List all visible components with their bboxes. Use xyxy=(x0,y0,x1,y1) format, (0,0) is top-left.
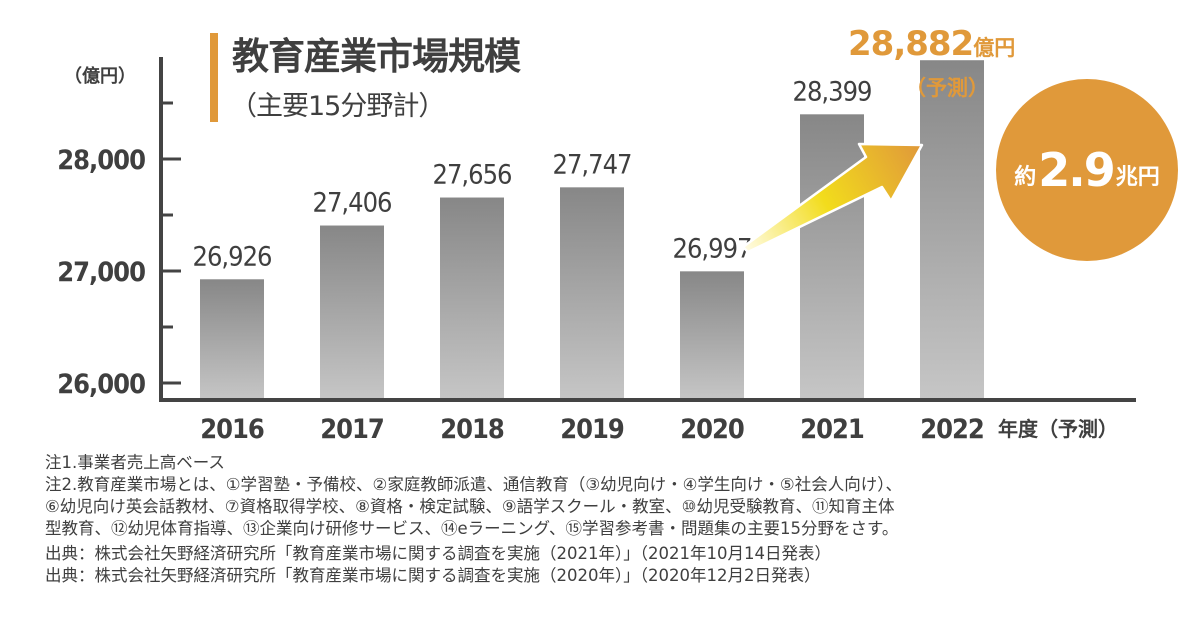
bar-2020 xyxy=(680,271,744,400)
bar-chart: 26,926 2016 27,406 2017 27,656 2018 27,747 2019… xyxy=(57,57,1136,445)
x-axis-suffix-label: 年度（予測） xyxy=(998,417,1118,441)
note-line: ⑥幼児向け英会話教材、⑦資格取得学校、⑧資格・検定試験、⑨語学スクール・教室、⑩… xyxy=(45,497,895,516)
data-label: 27,656 xyxy=(433,160,512,191)
badge-prefix: 約 xyxy=(1014,165,1037,190)
note-line: 注1.事業者売上高ベース xyxy=(45,453,225,472)
forecast-callout: 28,882億円 xyxy=(848,24,1015,64)
y-tick-label: 27,000 xyxy=(57,257,145,288)
badge-value: 2.9 xyxy=(1038,143,1115,197)
x-tick-label: 2021 xyxy=(800,414,864,445)
data-label: 27,406 xyxy=(313,188,392,219)
forecast-note: （予測） xyxy=(905,76,989,100)
x-tick-label: 2016 xyxy=(200,414,264,445)
trend-arrow-icon xyxy=(741,142,924,254)
data-label: 26,926 xyxy=(193,241,272,272)
bar-2021 xyxy=(800,114,864,400)
footnotes: 注1.事業者売上高ベース 注2.教育産業市場とは、①学習塾・予備校、②家庭教師派… xyxy=(45,452,1175,587)
y-axis-unit-label: （億円） xyxy=(64,66,136,87)
title-accent-bar xyxy=(210,33,218,122)
bar-2017 xyxy=(320,225,384,400)
y-tick-label: 28,000 xyxy=(57,145,145,176)
forecast-value: 28,882 xyxy=(848,24,974,64)
bar-2022 xyxy=(920,60,984,400)
bar-2016 xyxy=(200,279,264,400)
badge-suffix: 兆円 xyxy=(1115,165,1160,190)
x-tick-label: 2018 xyxy=(440,414,504,445)
data-label: 28,399 xyxy=(793,76,872,107)
y-tick-label: 26,000 xyxy=(57,369,145,400)
x-tick-label: 2022 xyxy=(920,414,984,445)
x-tick-label: 2019 xyxy=(560,414,624,445)
x-tick-label: 2017 xyxy=(320,414,384,445)
source-line: 出典：株式会社矢野経済研究所「教育産業市場に関する調査を実施（2020年）」（2… xyxy=(45,566,821,585)
bar-2019 xyxy=(560,187,624,400)
bar-2018 xyxy=(440,197,504,400)
data-label: 26,997 xyxy=(673,233,752,264)
x-tick-label: 2020 xyxy=(680,414,744,445)
note-line: 型教育、⑫幼児体育指導、⑬企業向け研修サービス、⑭eラーニング、⑮学習参考書・問… xyxy=(45,519,899,538)
source-line: 出典：株式会社矢野経済研究所「教育産業市場に関する調査を実施（2021年）」（2… xyxy=(45,544,831,563)
chart-subtitle: （主要15分野計） xyxy=(230,91,445,122)
chart-title: 教育産業市場規模 xyxy=(232,35,521,78)
summary-circle-badge: 約 2.9 兆円 xyxy=(996,79,1178,261)
data-label: 27,747 xyxy=(553,149,632,180)
forecast-unit: 億円 xyxy=(973,36,1016,60)
note-line: 注2.教育産業市場とは、①学習塾・予備校、②家庭教師派遣、通信教育（③幼児向け・… xyxy=(45,475,902,494)
